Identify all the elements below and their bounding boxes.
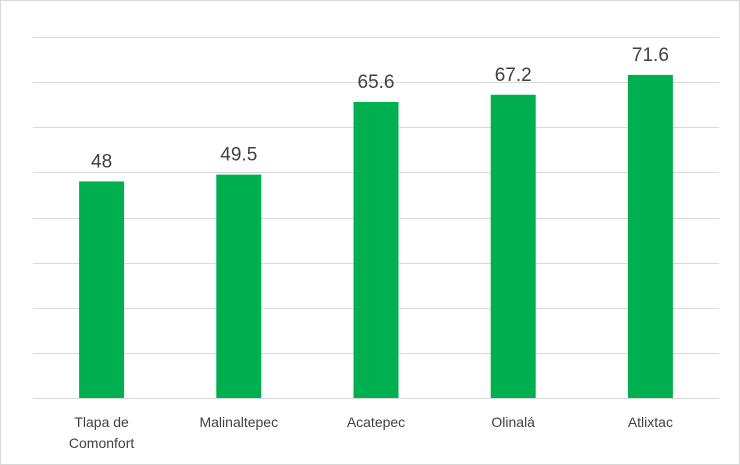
- data-label: 49.5: [220, 145, 257, 166]
- data-label: 67.2: [495, 65, 532, 86]
- category-label: Olinalá: [491, 414, 535, 430]
- bar: [353, 101, 399, 398]
- bar: [490, 94, 536, 398]
- category-label: Tlapa de Comonfort: [69, 414, 134, 451]
- category-label-line: Acatepec: [347, 414, 405, 430]
- bar: [79, 181, 125, 398]
- bar: [627, 74, 673, 398]
- category-label-line: Malinaltepec: [199, 414, 278, 430]
- data-labels: 48 49.5 65.6 67.2 71.6: [91, 45, 669, 172]
- data-label: 65.6: [358, 72, 395, 93]
- category-label-line: Olinalá: [491, 414, 535, 430]
- category-label-line: Atlixtac: [628, 414, 673, 430]
- bars: [79, 74, 673, 398]
- category-label-line: Tlapa de: [74, 414, 129, 430]
- category-label: Atlixtac: [628, 414, 673, 430]
- category-label-line: Comonfort: [69, 435, 134, 451]
- data-label: 71.6: [632, 45, 669, 66]
- category-labels: Tlapa de Comonfort Malinaltepec Acatepec Oli…: [69, 414, 673, 451]
- data-label: 48: [91, 151, 112, 172]
- category-label: Malinaltepec: [199, 414, 278, 430]
- bar: [216, 174, 262, 398]
- category-label: Acatepec: [347, 414, 405, 430]
